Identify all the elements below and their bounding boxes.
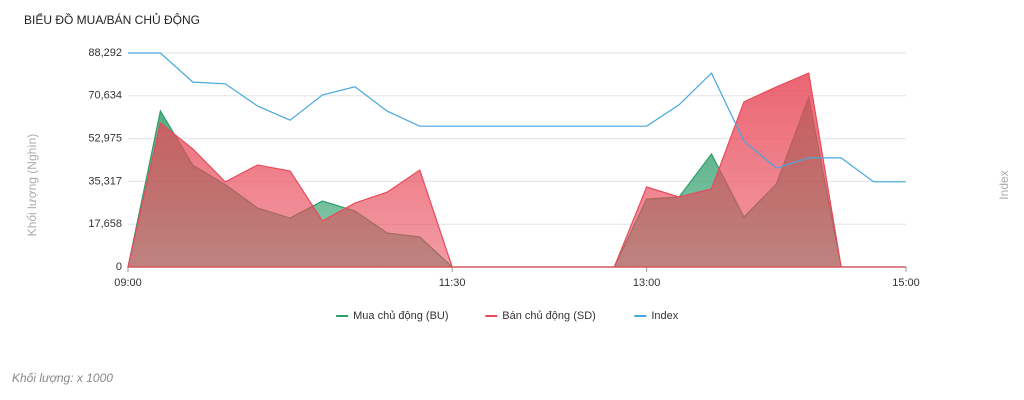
- y-tick-label: 70,634: [88, 90, 122, 102]
- legend-label: Mua chủ động (BU): [353, 310, 448, 322]
- legend-label: Index: [651, 310, 678, 322]
- area: [127, 72, 906, 268]
- y-tick-label: 88,292: [88, 47, 122, 59]
- x-tick-label: 15:00: [892, 277, 920, 289]
- x-tick-label: 11:30: [439, 277, 466, 289]
- y-tick-label: 52,975: [88, 133, 122, 145]
- footnote: Khối lượng: x 1000: [12, 371, 113, 385]
- legend-label: Bán chủ động (SD): [502, 310, 596, 322]
- y-tick-label: 17,658: [88, 218, 122, 230]
- chart-title: BIỂU ĐỒ MUA/BÁN CHỦ ĐỘNG: [24, 12, 200, 27]
- y-tick-label: 0: [116, 261, 122, 273]
- y-tick-label: 35,317: [88, 175, 122, 187]
- x-tick-label: 09:00: [114, 277, 142, 289]
- line: [128, 52, 906, 183]
- y2-axis-title: Index: [997, 170, 1011, 199]
- y-axis-title: Khối lượng (Nghìn): [25, 134, 39, 237]
- x-tick-label: 13:00: [633, 277, 661, 289]
